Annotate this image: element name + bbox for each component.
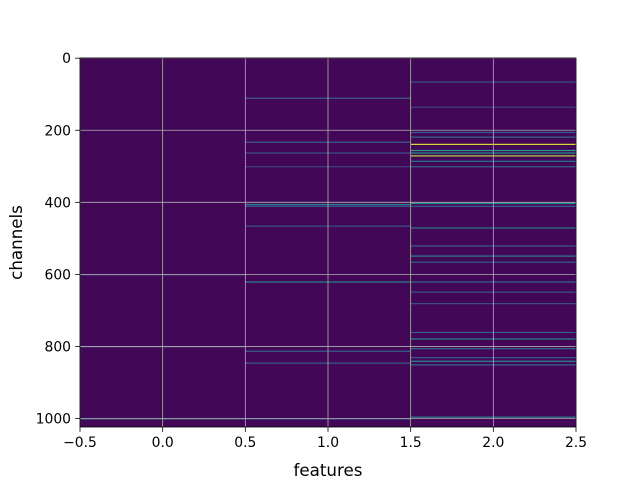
x-tick-label: 2.0 <box>482 435 504 451</box>
y-tick-label: 800 <box>44 339 71 355</box>
x-axis-label: features <box>294 460 363 480</box>
x-tick-label: 2.5 <box>565 435 587 451</box>
x-tick-label: 1.5 <box>400 435 422 451</box>
y-tick-label: 400 <box>44 195 71 211</box>
y-tick-label: 1000 <box>36 412 71 428</box>
y-axis-ticks: 0 200 400 600 800 1000 <box>36 51 80 428</box>
x-tick-label: 0.0 <box>152 435 174 451</box>
y-tick-label: 0 <box>62 51 71 67</box>
x-axis-ticks: −0.5 0.0 0.5 1.0 1.5 2.0 2.5 <box>63 427 587 451</box>
x-tick-label: −0.5 <box>63 435 97 451</box>
y-axis-label: channels <box>6 205 26 280</box>
x-tick-label: 1.0 <box>317 435 339 451</box>
y-tick-label: 200 <box>44 123 71 139</box>
x-tick-label: 0.5 <box>234 435 256 451</box>
y-tick-label: 600 <box>44 267 71 283</box>
